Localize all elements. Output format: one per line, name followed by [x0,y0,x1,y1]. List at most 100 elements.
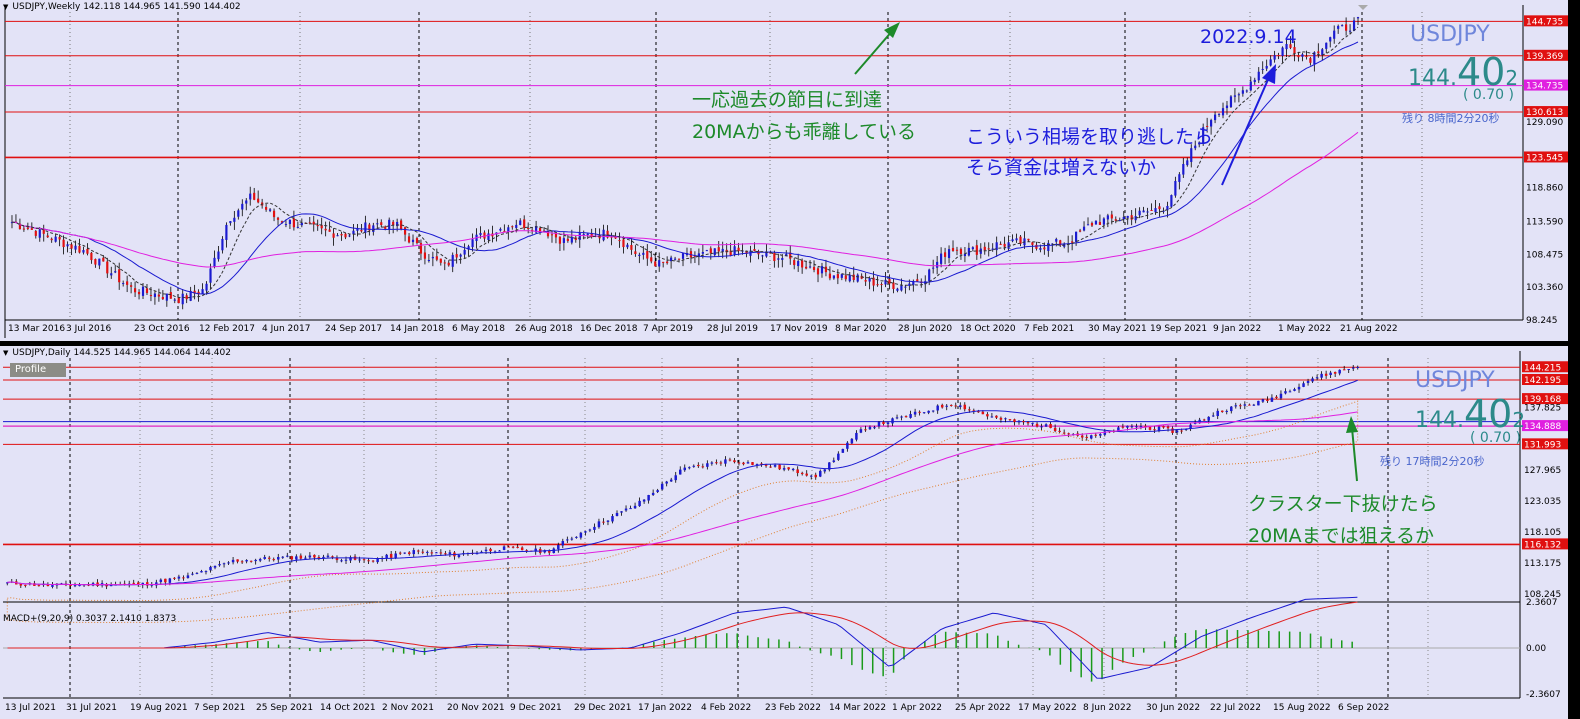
candle-up [403,552,406,554]
candle-up [451,254,454,267]
arrowhead-icon [1346,416,1358,433]
candle-down [796,469,799,474]
candle-up [1031,423,1034,425]
candle-up [1243,404,1247,406]
candle-up [231,559,235,563]
candle-up [114,271,117,273]
candle-up [940,253,943,264]
candle-up [688,467,691,469]
x-axis-label: 12 Feb 2017 [199,324,255,334]
daily-chart-window[interactable]: 144.215 142.195 139.168 137.825 134.888 131.9… [0,346,1568,719]
candle-down [1333,371,1337,374]
candle-up [840,274,843,278]
candle-down [836,274,839,279]
candle-up [1135,426,1138,428]
candle-down [864,429,867,431]
candle-up [741,250,744,252]
candle-down [789,252,792,259]
candle-up [1086,224,1090,226]
candle-down [550,234,554,236]
candle-down [265,206,268,210]
candle-down [650,257,653,262]
candle-down [566,238,569,241]
y-axis-label: 103.360 [1526,283,1563,293]
price-tag-label: 144.215 [1524,363,1561,373]
profile-button[interactable]: Profile [10,363,66,377]
candle-down [182,577,185,579]
candle-up [281,556,285,558]
candle-up [1229,96,1233,108]
candle-up [394,553,397,559]
candle-up [1166,205,1169,211]
candle-up [785,253,788,257]
candle-up [189,290,192,301]
candle-up [286,555,289,557]
candle-up [1190,148,1193,162]
candle-down [546,231,550,237]
candle-down [975,245,978,255]
macd-y-axis-label: -2.3607 [1526,690,1561,700]
candle-down [37,585,41,587]
candle-down [719,462,723,464]
candle-down [1090,222,1094,226]
dropdown-triangle-icon[interactable]: ▼ [3,3,9,11]
candle-up [349,557,352,561]
candle-down [106,261,109,274]
weekly-chart-window[interactable]: 144.735 139.369 134.735 130.613 129.090 123.5… [0,0,1568,341]
candle-up [848,274,851,282]
y-axis-label: 129.090 [1526,118,1563,128]
candle-up [670,257,673,262]
candle-down [407,552,411,555]
candle-down [525,550,528,552]
candle-up [809,475,813,477]
x-axis-label: 4 Jun 2017 [262,324,310,334]
candle-up [295,556,298,560]
candle-up [1329,372,1332,376]
x-axis-label: 17 Nov 2019 [770,324,828,334]
candle-down [439,552,443,554]
candle-up [426,551,429,553]
candle-up [502,546,506,550]
candle-down [981,411,985,415]
candle-down [764,464,768,466]
price-integer: 144. [1415,408,1464,433]
dropdown-triangle-icon[interactable]: ▼ [3,349,9,357]
candle-up [1039,248,1042,250]
candle-up [352,230,355,235]
candle-down [717,247,720,252]
candle-up [277,557,280,560]
x-axis-label: 8 Mar 2020 [835,324,887,334]
candle-down [1150,210,1153,212]
candle-down [417,550,420,552]
candle-up [781,258,784,260]
candle-up [1210,120,1213,127]
ichimoku-cloud [6,400,1359,624]
x-axis-label: 31 Jul 2021 [66,703,117,713]
candle-up [1103,431,1107,435]
candle-up [54,236,57,242]
candle-up [557,544,560,550]
candle-up [1170,195,1173,207]
candle-up [209,268,212,283]
candle-up [1347,369,1350,371]
candle-up [1293,389,1296,391]
candle-up [1017,420,1021,423]
candle-down [1180,430,1183,432]
candle-down [1022,421,1025,423]
candle-down [1324,373,1328,376]
candle-up [895,417,899,419]
candle-down [983,246,986,251]
candle-up [624,508,628,511]
candle-down [1162,426,1165,428]
weekly-change: ( 0.70 ) [1463,87,1514,103]
x-axis-label: 18 Oct 2020 [960,324,1016,334]
candle-up [177,576,181,579]
candle-down [400,220,403,230]
candle-up [201,289,204,294]
annotation-arrow-blue [1221,74,1271,186]
candle-up [1351,367,1355,369]
y-axis-label: 118.860 [1526,184,1563,194]
candle-down [70,244,73,249]
